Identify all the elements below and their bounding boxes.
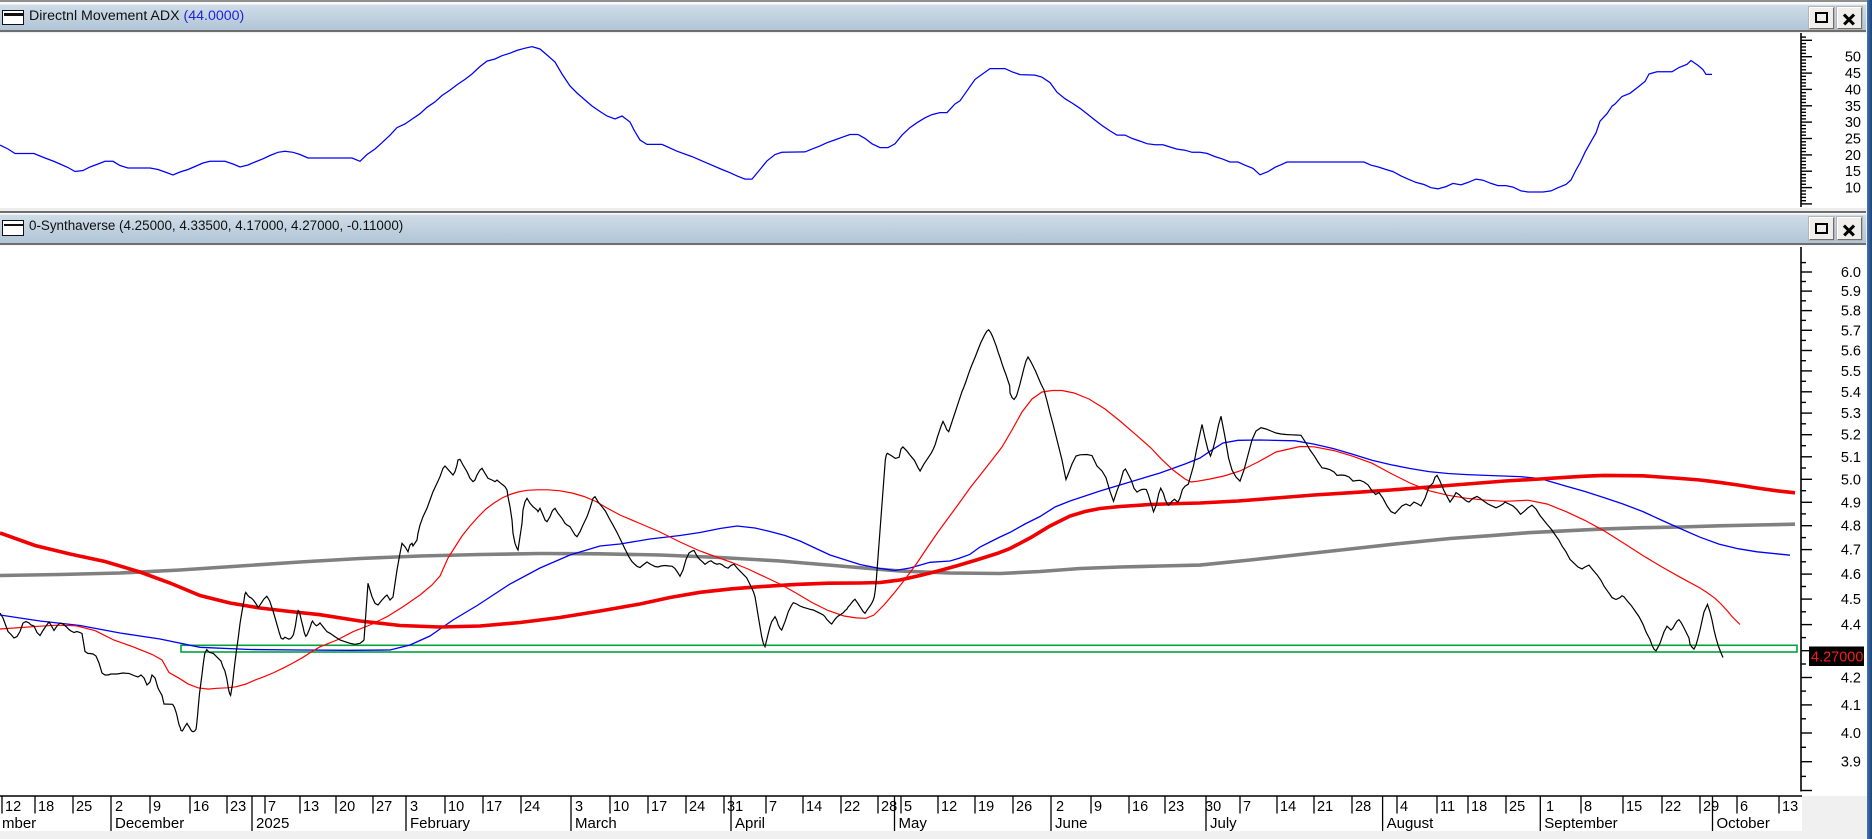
- svg-text:5.2: 5.2: [1841, 428, 1861, 444]
- svg-text:15: 15: [1845, 164, 1861, 180]
- svg-text:25: 25: [1509, 799, 1525, 815]
- svg-text:March: March: [575, 815, 617, 832]
- svg-text:25: 25: [1845, 132, 1861, 148]
- svg-text:16: 16: [1132, 799, 1148, 815]
- svg-text:28: 28: [881, 799, 897, 815]
- svg-text:4.1: 4.1: [1841, 698, 1861, 714]
- svg-text:45: 45: [1845, 66, 1861, 82]
- svg-text:4.0: 4.0: [1841, 726, 1861, 742]
- svg-text:26: 26: [1016, 799, 1032, 815]
- svg-text:11: 11: [1440, 799, 1455, 815]
- svg-text:mber: mber: [2, 815, 36, 832]
- svg-text:5.3: 5.3: [1841, 406, 1861, 422]
- svg-text:23: 23: [230, 799, 246, 815]
- svg-text:5.5: 5.5: [1841, 364, 1861, 380]
- svg-text:5: 5: [904, 799, 912, 815]
- svg-text:13: 13: [1782, 799, 1798, 815]
- svg-text:August: August: [1387, 815, 1435, 832]
- svg-text:10: 10: [448, 799, 464, 815]
- svg-text:17: 17: [651, 799, 667, 815]
- svg-text:4.4: 4.4: [1841, 618, 1861, 634]
- svg-text:25: 25: [76, 799, 92, 815]
- svg-text:October: October: [1717, 815, 1770, 832]
- svg-text:22: 22: [844, 799, 860, 815]
- svg-text:4: 4: [1400, 799, 1408, 815]
- svg-text:18: 18: [38, 799, 54, 815]
- svg-text:13: 13: [303, 799, 319, 815]
- svg-text:12: 12: [941, 799, 957, 815]
- svg-text:4.5: 4.5: [1841, 592, 1861, 608]
- svg-text:2025: 2025: [256, 815, 289, 832]
- svg-text:1: 1: [1546, 799, 1554, 815]
- svg-text:3: 3: [410, 799, 418, 815]
- svg-text:September: September: [1544, 815, 1617, 832]
- svg-text:4.9: 4.9: [1841, 495, 1861, 511]
- svg-text:5.7: 5.7: [1841, 323, 1861, 339]
- svg-text:21: 21: [1317, 799, 1333, 815]
- svg-text:18: 18: [1471, 799, 1487, 815]
- svg-text:5.6: 5.6: [1841, 344, 1861, 360]
- svg-text:50: 50: [1845, 50, 1861, 66]
- svg-text:9: 9: [1094, 799, 1102, 815]
- svg-text:30: 30: [1845, 115, 1861, 131]
- svg-text:4.8: 4.8: [1841, 519, 1861, 535]
- svg-text:5.9: 5.9: [1841, 284, 1861, 300]
- svg-text:30: 30: [1205, 799, 1221, 815]
- svg-text:June: June: [1055, 815, 1088, 832]
- svg-text:6: 6: [1740, 799, 1748, 815]
- svg-text:6.0: 6.0: [1841, 265, 1861, 281]
- svg-text:10: 10: [1845, 181, 1861, 197]
- svg-text:40: 40: [1845, 82, 1861, 98]
- svg-text:20: 20: [1845, 148, 1861, 164]
- svg-text:7: 7: [268, 799, 276, 815]
- svg-text:3: 3: [575, 799, 583, 815]
- svg-text:4.6: 4.6: [1841, 567, 1861, 583]
- svg-text:10: 10: [613, 799, 629, 815]
- svg-text:16: 16: [193, 799, 209, 815]
- svg-text:29: 29: [1703, 799, 1719, 815]
- svg-text:12: 12: [5, 799, 21, 815]
- svg-text:9: 9: [153, 799, 161, 815]
- svg-text:5.1: 5.1: [1841, 450, 1861, 466]
- svg-text:23: 23: [1168, 799, 1184, 815]
- svg-text:4.7: 4.7: [1841, 543, 1861, 559]
- svg-text:19: 19: [978, 799, 994, 815]
- svg-text:27: 27: [376, 799, 392, 815]
- svg-text:4.27000: 4.27000: [1811, 650, 1863, 666]
- svg-text:31: 31: [727, 799, 743, 815]
- svg-text:35: 35: [1845, 99, 1861, 115]
- svg-text:February: February: [410, 815, 471, 832]
- svg-text:2: 2: [115, 799, 123, 815]
- svg-text:20: 20: [339, 799, 355, 815]
- svg-text:April: April: [735, 815, 765, 832]
- svg-text:7: 7: [769, 799, 777, 815]
- svg-text:14: 14: [1280, 799, 1296, 815]
- svg-text:5.0: 5.0: [1841, 472, 1861, 488]
- svg-text:28: 28: [1355, 799, 1371, 815]
- svg-text:5.4: 5.4: [1841, 385, 1861, 401]
- svg-text:7: 7: [1243, 799, 1251, 815]
- svg-text:22: 22: [1665, 799, 1681, 815]
- svg-text:July: July: [1210, 815, 1237, 832]
- svg-text:5.8: 5.8: [1841, 304, 1861, 320]
- svg-text:24: 24: [524, 799, 540, 815]
- svg-text:December: December: [115, 815, 184, 832]
- svg-text:May: May: [899, 815, 928, 832]
- svg-text:14: 14: [806, 799, 822, 815]
- svg-text:8: 8: [1584, 799, 1592, 815]
- svg-text:24: 24: [689, 799, 705, 815]
- svg-text:2: 2: [1056, 799, 1064, 815]
- svg-text:17: 17: [486, 799, 502, 815]
- svg-text:15: 15: [1626, 799, 1642, 815]
- svg-text:4.2: 4.2: [1841, 671, 1861, 687]
- svg-text:3.9: 3.9: [1841, 755, 1861, 771]
